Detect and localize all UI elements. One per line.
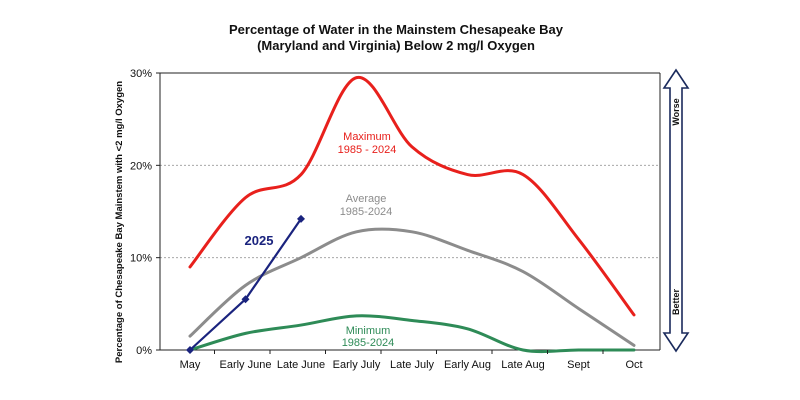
- point-2025: [186, 346, 194, 354]
- x-tick-label: Early July: [333, 359, 381, 371]
- chart-title-line2: (Maryland and Virginia) Below 2 mg/l Oxy…: [257, 38, 535, 53]
- y-axis-label: Percentage of Chesapeake Bay Mainstem wi…: [114, 81, 125, 363]
- maximum-label-line2: 1985 - 2024: [338, 144, 397, 156]
- x-tick-label: Late July: [390, 359, 435, 371]
- point-2025: [241, 295, 250, 304]
- x-tick-label: Early Aug: [444, 359, 491, 371]
- minimum-label-line2: 1985-2024: [342, 337, 395, 349]
- x-tick-label: Early June: [220, 359, 272, 371]
- y-tick-label: 20%: [130, 160, 152, 172]
- minimum-line: [188, 314, 636, 354]
- x-tick-label: Late Aug: [501, 359, 544, 371]
- ticks: 0% 10% 20% 30% May Early June Late June Early J…: [130, 68, 643, 371]
- worse-better-arrow: Worse Better: [662, 68, 690, 353]
- maximum-line: [188, 76, 636, 317]
- better-label: Better: [671, 289, 681, 316]
- minimum-label-line1: Minimum: [346, 325, 391, 337]
- grid: [160, 164, 660, 259]
- maximum-label-line1: Maximum: [343, 131, 391, 143]
- double-arrow-icon: [662, 68, 690, 353]
- series-layer: [186, 76, 636, 354]
- y-tick-label: 10%: [130, 253, 152, 265]
- x-tick-label: Sept: [567, 359, 590, 371]
- y-tick-label: 0%: [136, 345, 152, 357]
- x-tick-label: Oct: [625, 359, 642, 371]
- y-tick-label: 30%: [130, 68, 152, 80]
- label-2025: 2025: [245, 233, 274, 248]
- x-tick-label: May: [180, 359, 201, 371]
- chart-title-line1: Percentage of Water in the Mainstem Ches…: [229, 22, 564, 37]
- worse-label: Worse: [671, 98, 681, 125]
- average-line: [188, 227, 636, 347]
- x-tick-label: Late June: [277, 359, 325, 371]
- average-label-line1: Average: [346, 193, 387, 205]
- point-2025: [297, 214, 305, 223]
- average-label-line2: 1985-2024: [340, 206, 393, 218]
